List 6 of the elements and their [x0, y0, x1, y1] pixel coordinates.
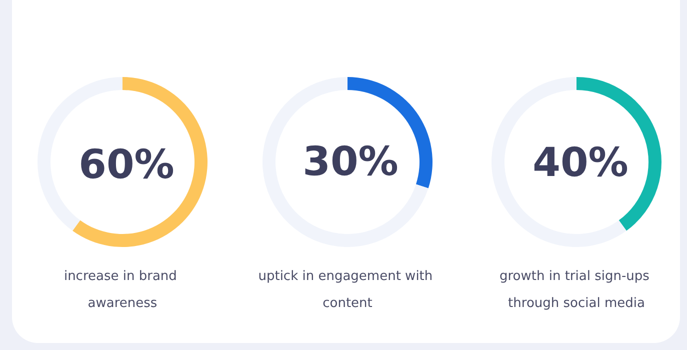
- data-label: 40%: [532, 140, 628, 186]
- data-label: 30%: [302, 139, 398, 185]
- text: increase in brand awareness: [64, 269, 182, 311]
- text: uptick in engagement with content: [258, 269, 437, 311]
- data-label: 60%: [78, 142, 174, 188]
- text: growth in trial sign-ups through social media: [499, 269, 654, 311]
